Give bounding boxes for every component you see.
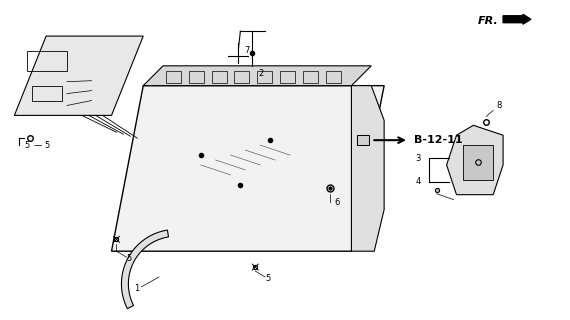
FancyArrow shape bbox=[503, 14, 531, 24]
Polygon shape bbox=[143, 66, 371, 86]
Polygon shape bbox=[14, 36, 143, 116]
Bar bbox=[32, 86, 62, 100]
Polygon shape bbox=[121, 230, 169, 309]
Text: 5: 5 bbox=[266, 274, 271, 283]
Polygon shape bbox=[357, 135, 369, 145]
Bar bbox=[166, 71, 181, 83]
Bar bbox=[211, 71, 226, 83]
Bar bbox=[27, 51, 67, 71]
Text: 2: 2 bbox=[258, 69, 263, 78]
Bar bbox=[189, 71, 203, 83]
Polygon shape bbox=[446, 125, 503, 195]
Text: 6: 6 bbox=[335, 198, 340, 207]
Text: 3: 3 bbox=[416, 154, 421, 163]
Text: 5: 5 bbox=[25, 141, 30, 150]
Bar bbox=[257, 71, 272, 83]
Text: 1: 1 bbox=[134, 284, 139, 293]
Text: 8: 8 bbox=[496, 101, 502, 110]
Text: 5: 5 bbox=[127, 254, 132, 263]
Text: FR.: FR. bbox=[478, 16, 498, 26]
Polygon shape bbox=[112, 86, 384, 251]
Bar bbox=[280, 71, 295, 83]
Bar bbox=[463, 145, 493, 180]
Bar bbox=[303, 71, 317, 83]
Bar bbox=[234, 71, 249, 83]
Bar bbox=[325, 71, 340, 83]
Text: — 5: — 5 bbox=[34, 141, 51, 150]
Text: 4: 4 bbox=[416, 177, 421, 186]
Text: B-12-11: B-12-11 bbox=[414, 135, 462, 145]
Text: 7: 7 bbox=[245, 46, 250, 55]
Polygon shape bbox=[352, 86, 384, 251]
